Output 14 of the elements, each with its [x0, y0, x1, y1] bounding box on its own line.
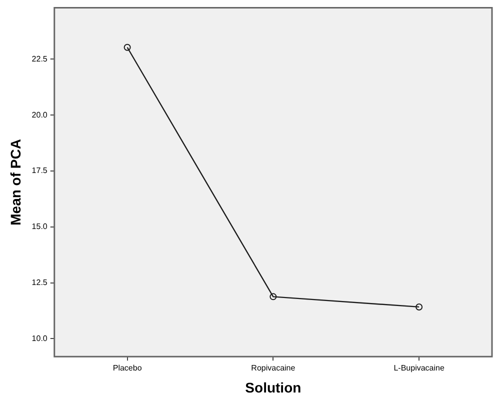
y-tick-label: 12.5: [32, 278, 48, 288]
x-tick-label: L-Bupivacaine: [394, 364, 445, 373]
point: [270, 293, 277, 300]
x-tick-label: Ropivacaine: [251, 364, 296, 373]
point: [124, 44, 131, 51]
y-tick-label: 10.0: [32, 334, 48, 343]
y-tick-label: 17.5: [32, 166, 48, 176]
y-tick-label: 20.0: [32, 110, 48, 120]
x-tick-label: Placebo: [112, 364, 142, 373]
x-axis-title: Solution: [245, 379, 302, 396]
y-tick-label: 22.5: [32, 54, 48, 64]
y-tick-label: 15.0: [32, 222, 48, 232]
point: [416, 303, 423, 310]
y-axis-title: Mean of PCA: [7, 139, 24, 226]
